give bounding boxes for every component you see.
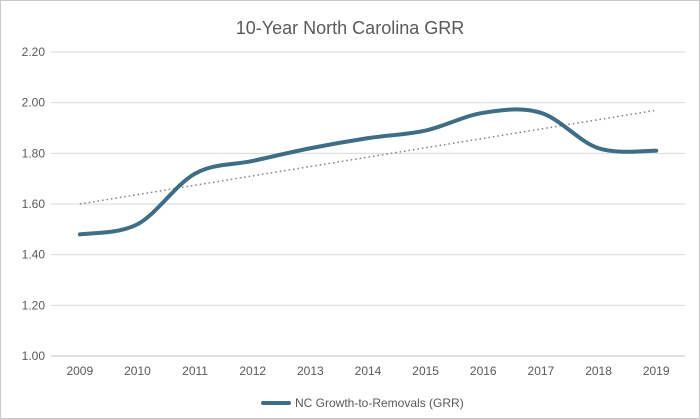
x-tick-label: 2015 (412, 364, 439, 378)
y-axis-ticks: 1.00 1.20 1.40 1.60 1.80 2.00 2.20 (22, 45, 46, 363)
y-tick-label: 2.00 (22, 96, 46, 110)
series-line (77, 107, 659, 237)
y-tick-label: 1.60 (22, 197, 46, 211)
trendline (79, 109, 657, 205)
x-axis-ticks: 2009 2010 2011 2012 2013 2014 2015 2016 2017 2018… (66, 364, 669, 378)
x-tick-label: 2010 (124, 364, 151, 378)
legend: NC Growth-to-Removals (GRR) (261, 396, 464, 410)
x-tick-label: 2019 (643, 364, 670, 378)
gridlines (51, 51, 685, 357)
series-layer (77, 107, 659, 237)
x-tick-label: 2016 (470, 364, 497, 378)
y-tick-label: 2.20 (22, 45, 46, 59)
x-tick-label: 2017 (528, 364, 555, 378)
x-tick-label: 2012 (239, 364, 266, 378)
x-tick-label: 2014 (355, 364, 382, 378)
x-tick-label: 2011 (182, 364, 208, 378)
legend-label: NC Growth-to-Removals (GRR) (295, 396, 464, 410)
x-tick-label: 2013 (297, 364, 324, 378)
y-tick-label: 1.20 (22, 298, 46, 312)
x-tick-label: 2018 (585, 364, 612, 378)
x-tick-label: 2009 (66, 364, 93, 378)
y-tick-label: 1.80 (22, 146, 46, 160)
y-tick-label: 1.00 (22, 349, 46, 363)
chart-title: 10-Year North Carolina GRR (236, 18, 464, 38)
trendline-layer (79, 109, 657, 205)
y-tick-label: 1.40 (22, 248, 46, 262)
